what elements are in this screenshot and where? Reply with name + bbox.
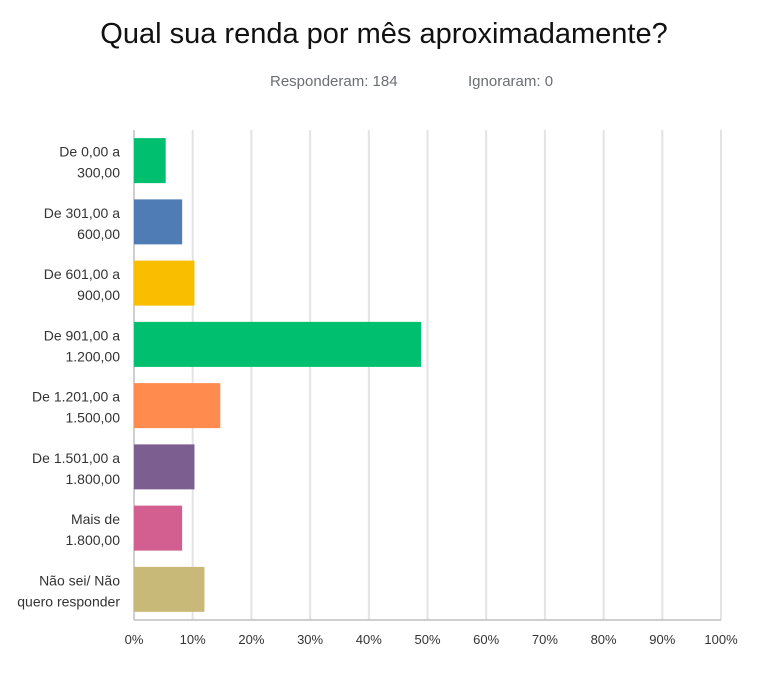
- category-label-line: De 301,00 a: [44, 205, 120, 221]
- x-tick-label: 50%: [414, 632, 440, 647]
- category-label: De 301,00 a 600,00: [44, 205, 121, 242]
- bar: [134, 444, 195, 490]
- category-label-line: De 601,00 a: [44, 266, 120, 282]
- category-label-line: De 1.201,00 a: [32, 389, 120, 405]
- bar: [134, 383, 221, 429]
- category-label: De 0,00 a 300,00: [59, 144, 120, 181]
- x-tick-label: 100%: [704, 632, 738, 647]
- category-label-line: 600,00: [77, 226, 120, 242]
- chart-title: Qual sua renda por mês aproximadamente?: [100, 18, 668, 50]
- x-tick-label: 0%: [125, 632, 144, 647]
- x-tick-label: 60%: [473, 632, 499, 647]
- category-label-line: 1.500,00: [66, 410, 121, 426]
- x-tick-label: 70%: [532, 632, 558, 647]
- category-label-line: 1.200,00: [66, 348, 121, 364]
- category-label-line: De 1.501,00 a: [32, 450, 120, 466]
- x-tick-label: 10%: [180, 632, 206, 647]
- category-label-line: De 901,00 a: [44, 327, 120, 343]
- category-label: De 1.201,00 a 1.500,00: [32, 389, 120, 426]
- x-tick-label: 90%: [649, 632, 675, 647]
- category-label: De 601,00 a 900,00: [44, 266, 121, 303]
- bar: [134, 321, 422, 367]
- x-tick-label: 80%: [591, 632, 617, 647]
- category-label: De 1.501,00 a 1.800,00: [32, 450, 120, 487]
- category-label-line: De 0,00 a: [59, 144, 120, 160]
- category-label: Não sei/ Não quero responder: [17, 572, 120, 609]
- category-label-line: 1.800,00: [66, 471, 121, 487]
- category-label-line: 900,00: [77, 287, 120, 303]
- bar: [134, 260, 195, 306]
- category-label: Mais de 1.800,00: [66, 511, 121, 548]
- bar: [134, 138, 166, 184]
- category-label-line: Não sei/ Não: [39, 572, 120, 588]
- answered-count: Responderam: 184: [270, 73, 398, 90]
- x-tick-label: 40%: [356, 632, 382, 647]
- category-label-line: 1.800,00: [66, 532, 121, 548]
- x-tick-label: 30%: [297, 632, 323, 647]
- bar: [134, 505, 183, 551]
- category-label-line: Mais de: [71, 511, 120, 527]
- skipped-count: Ignoraram: 0: [468, 73, 554, 90]
- bar: [134, 566, 205, 612]
- x-tick-label: 20%: [238, 632, 264, 647]
- category-label-line: 300,00: [77, 165, 120, 181]
- category-label: De 901,00 a 1.200,00: [44, 327, 121, 364]
- bar: [134, 199, 183, 245]
- category-label-line: quero responder: [17, 593, 120, 609]
